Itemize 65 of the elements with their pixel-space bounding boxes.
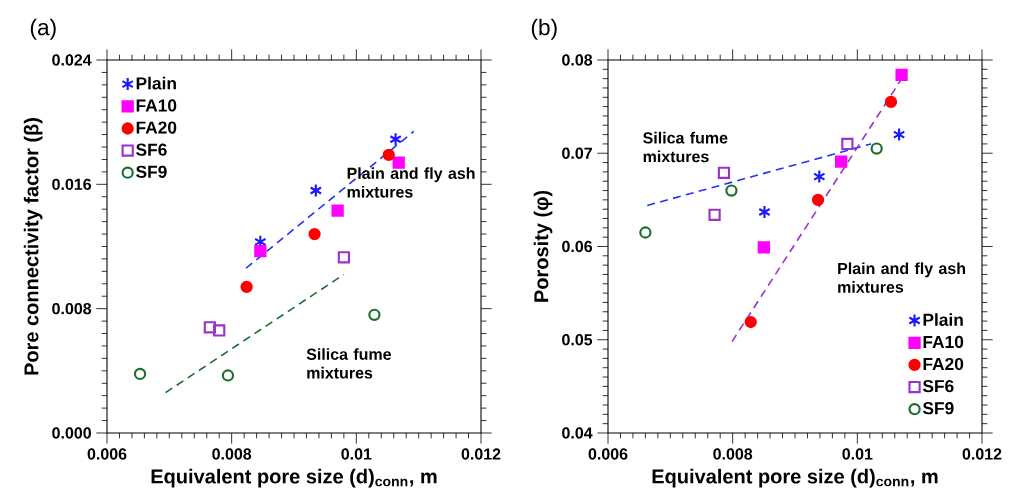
- point: [213, 324, 226, 337]
- point: [308, 227, 321, 241]
- chart-title: (b): [531, 18, 557, 40]
- legend-label: FA10: [923, 335, 964, 349]
- x-axis-title: Equivalent pore size (d)$_{conn}$, m: [652, 468, 938, 488]
- y-tick-label: 0.024: [52, 54, 92, 66]
- annotation: Plain and fly ash mixtures: [838, 262, 966, 293]
- point: [834, 155, 848, 168]
- point: [725, 184, 738, 197]
- x-tick-label: 0.01: [341, 448, 372, 460]
- y-tick-label: 0.06: [562, 240, 593, 253]
- legend-label: SF9: [136, 165, 167, 178]
- annotation: Plain and fly ash mixtures: [347, 167, 475, 198]
- x-tick-label: 0.01: [842, 448, 873, 460]
- y-axis-title: Pore connectivity factor (β): [23, 118, 43, 375]
- point: [870, 142, 883, 155]
- x-tick-label: 0.012: [461, 448, 501, 460]
- point: [309, 183, 323, 198]
- y-tick-label: 0.04: [562, 427, 593, 439]
- x-tick-label: 0.008: [713, 448, 753, 460]
- point: [331, 204, 344, 217]
- legend-label: FA10: [136, 99, 177, 112]
- point: [811, 193, 825, 206]
- legend-label: Plain: [923, 313, 963, 326]
- y-tick-label: 0.08: [562, 54, 593, 66]
- x-axis-title: Equivalent pore size (d)$_{conn}$, m: [151, 468, 437, 488]
- point: [254, 245, 267, 258]
- point: [758, 204, 771, 220]
- point: [639, 226, 652, 239]
- point: [133, 367, 147, 381]
- x-tick-label: 0.012: [962, 448, 1002, 460]
- point: [240, 280, 253, 294]
- chart-title: (a): [30, 18, 56, 40]
- y-tick-label: 0.05: [562, 334, 593, 346]
- x-tick-label: 0.008: [212, 448, 252, 460]
- point: [895, 68, 908, 82]
- point: [841, 137, 854, 151]
- point: [757, 241, 770, 254]
- point: [717, 166, 731, 179]
- y-tick-label: 0.000: [52, 427, 91, 439]
- point: [389, 132, 402, 147]
- point: [884, 95, 898, 109]
- legend-label: Plain: [136, 76, 176, 90]
- annotation: Silica fume mixtures: [306, 348, 391, 379]
- point: [708, 208, 721, 221]
- point: [203, 321, 216, 334]
- legend-label: SF9: [922, 402, 954, 415]
- legend-label: FA20: [136, 121, 177, 134]
- legend-label: FA20: [923, 357, 964, 371]
- point: [221, 369, 235, 382]
- y-tick-label: 0.016: [52, 178, 92, 190]
- point: [368, 308, 381, 322]
- point: [892, 127, 906, 142]
- legend-label: SF6: [922, 379, 954, 393]
- x-tick-label: 0.006: [87, 448, 127, 460]
- point: [813, 169, 826, 184]
- point: [382, 148, 395, 161]
- y-axis-title: Porosity (φ): [533, 190, 553, 302]
- legend-label: SF6: [136, 143, 167, 156]
- x-tick-label: 0.006: [588, 448, 628, 460]
- point: [744, 315, 757, 329]
- point: [337, 251, 350, 264]
- annotation: Silica fume mixtures: [643, 131, 728, 163]
- y-tick-label: 0.008: [52, 302, 92, 315]
- y-tick-label: 0.07: [562, 147, 592, 159]
